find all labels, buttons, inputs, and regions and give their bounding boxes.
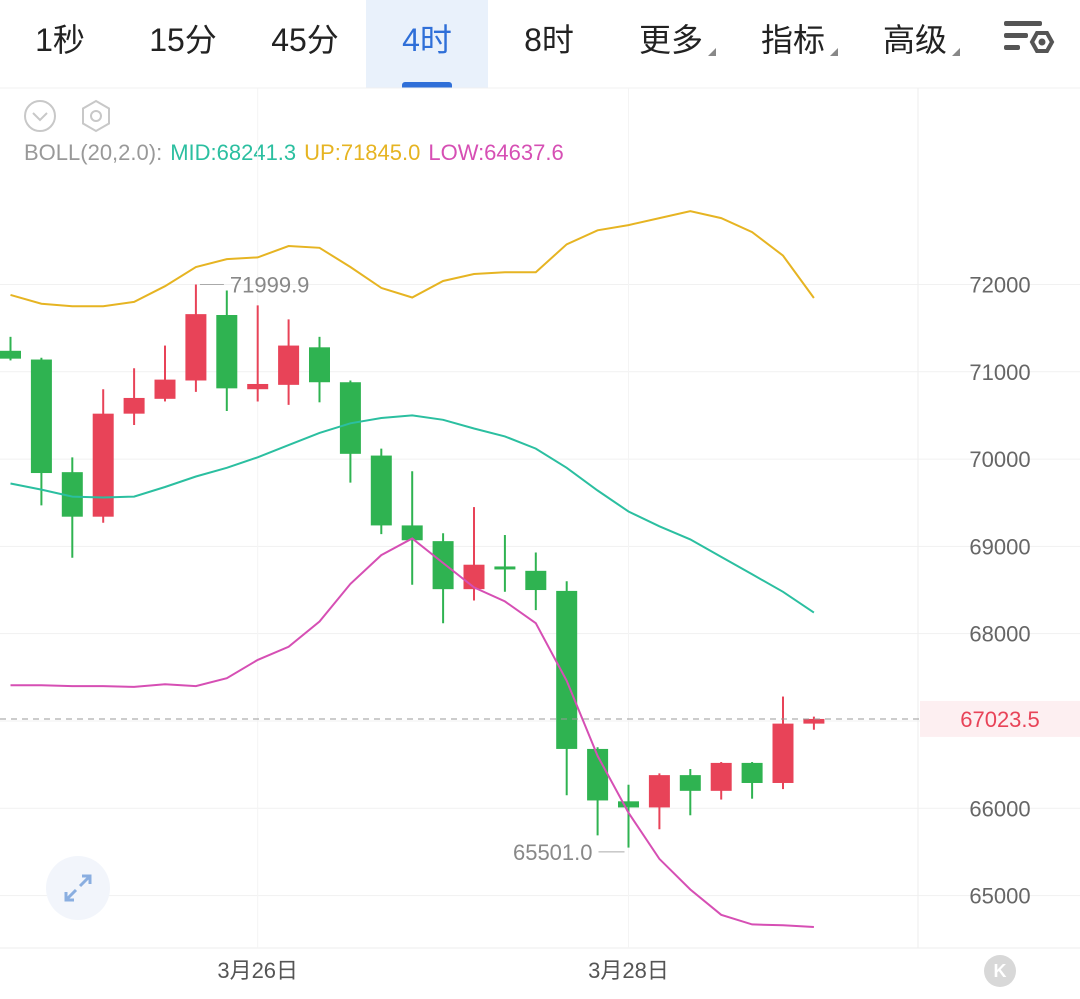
tab-0[interactable]: 1秒 <box>0 0 120 88</box>
timeframe-tabs: 1秒 15分 45分 4时 8时 更多 指标 高级 <box>0 0 1080 88</box>
y-tick-label: 66000 <box>969 796 1030 821</box>
tab-label: 4时 <box>402 22 452 58</box>
tab-label: 45分 <box>271 22 339 58</box>
y-tick-label: 72000 <box>969 272 1030 297</box>
candle-body <box>710 762 732 791</box>
tab-label: 指标 <box>760 22 825 58</box>
candle-body <box>772 723 794 783</box>
dropdown-corner-icon <box>708 48 716 56</box>
tab-2[interactable]: 45分 <box>244 0 366 88</box>
candle-body <box>92 413 114 517</box>
candle-body <box>247 383 269 390</box>
current-price-label: 67023.5 <box>960 707 1040 732</box>
candle-body <box>309 347 330 383</box>
tab-label: 1秒 <box>35 22 85 58</box>
tab-label: 8时 <box>524 22 574 58</box>
boll-name: BOLL(20,2.0): <box>24 140 163 165</box>
min-price-label: 65501.0 <box>513 840 593 865</box>
expand-icon <box>64 874 92 902</box>
tab-4[interactable]: 8时 <box>488 0 610 88</box>
candle-body <box>494 566 516 570</box>
hexagon-gear-icon <box>82 99 110 133</box>
candle-body <box>432 541 454 590</box>
candle-body <box>216 315 238 389</box>
max-price-label: 71999.9 <box>230 272 310 297</box>
candle-body <box>154 379 176 399</box>
candle-body <box>463 564 485 590</box>
tab-label: 更多 <box>638 22 703 58</box>
candle-body <box>401 525 423 541</box>
candle-body <box>648 775 670 808</box>
tab-6[interactable]: 指标 <box>732 0 854 88</box>
current-price-tag <box>920 700 1080 737</box>
chart-settings-button[interactable] <box>1000 16 1056 62</box>
tab-5[interactable]: 更多 <box>610 0 732 88</box>
y-tick-label: 70000 <box>969 447 1030 472</box>
tab-label: 高级 <box>882 22 947 58</box>
candle-body <box>679 775 701 791</box>
tab-7[interactable]: 高级 <box>854 0 976 88</box>
boll-up-value: UP:71845.0 <box>304 140 421 165</box>
candle-body <box>30 359 52 474</box>
indicator-settings-button[interactable] <box>78 98 114 134</box>
candle-body <box>618 801 639 808</box>
k-line-button[interactable]: K <box>984 955 1016 987</box>
active-tab-indicator <box>402 82 452 88</box>
k-icon: K <box>993 961 1007 981</box>
y-tick-label: 69000 <box>969 534 1030 559</box>
candle-body <box>525 570 547 591</box>
boll-mid-value: MID:68241.3 <box>170 140 297 165</box>
candle-body <box>741 762 763 783</box>
candle-body <box>123 397 145 414</box>
tab-label: 15分 <box>149 22 217 58</box>
dropdown-corner-icon <box>830 48 838 56</box>
candle-body <box>587 748 609 801</box>
y-tick-label: 71000 <box>969 360 1030 385</box>
chart-settings-icon <box>1004 21 1055 53</box>
x-tick-label: 3月26日 <box>217 958 298 983</box>
x-tick-label: 3月28日 <box>588 958 669 983</box>
boll-mid-line <box>10 414 815 614</box>
candle-body <box>61 472 83 517</box>
y-tick-label: 65000 <box>969 884 1030 909</box>
tab-1[interactable]: 15分 <box>122 0 244 88</box>
candle-body <box>339 382 361 454</box>
dropdown-corner-icon <box>952 48 960 56</box>
boll-up-line <box>10 210 815 308</box>
collapse-indicator-button[interactable] <box>22 98 58 134</box>
boll-low-value: LOW:64637.6 <box>428 140 564 165</box>
candle-body <box>185 314 207 381</box>
candle-body <box>370 455 392 526</box>
tab-3[interactable]: 4时 <box>366 0 488 88</box>
candle-body <box>0 350 21 359</box>
candle-body <box>803 718 825 724</box>
boll-low-line <box>10 537 814 928</box>
boll-legend: BOLL(20,2.0): MID:68241.3 UP:71845.0 LOW:64… <box>24 140 572 166</box>
y-tick-label: 68000 <box>969 622 1030 647</box>
candle-body <box>556 590 578 749</box>
candle-body <box>278 345 300 385</box>
chevron-down-circle-icon <box>24 100 56 132</box>
fullscreen-button[interactable] <box>46 856 110 920</box>
